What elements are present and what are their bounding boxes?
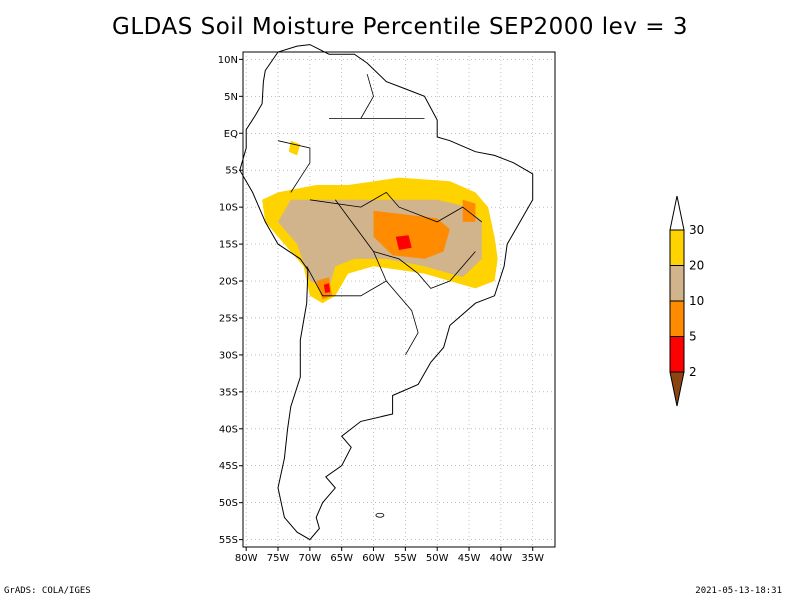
country-border xyxy=(306,266,387,297)
lat-tick-label: 15S xyxy=(219,240,238,251)
lat-tick-label: 20S xyxy=(219,277,238,288)
lon-tick-label: 35W xyxy=(521,553,544,564)
lat-tick-label: 10S xyxy=(219,203,238,214)
lat-tick-label: EQ xyxy=(224,129,238,140)
colorbar-label: 2 xyxy=(689,365,697,379)
lon-tick-label: 70W xyxy=(299,553,322,564)
colorbar-bottom-arrow xyxy=(669,371,685,407)
lat-tick-label: 25S xyxy=(219,313,238,324)
footer-credit: GrADS: COLA/IGES xyxy=(4,586,91,596)
colorbar-label: 10 xyxy=(689,294,704,308)
lon-tick-label: 45W xyxy=(458,553,481,564)
colorbar: 30 20 10 5 2 xyxy=(669,195,704,407)
lat-tick-label: 50S xyxy=(219,498,238,509)
shade-5-10 xyxy=(316,277,333,300)
country-border xyxy=(309,191,483,223)
latitude-tick-labels: 10N 5N EQ 5S 10S 15S 20S 25S 30S 35S 40S 45S 50S 55S xyxy=(218,55,243,546)
lat-tick-label: 30S xyxy=(219,350,238,361)
map-gridlines xyxy=(243,52,555,547)
lat-tick-label: 45S xyxy=(219,461,238,472)
lon-tick-label: 50W xyxy=(426,553,449,564)
lat-tick-label: 40S xyxy=(219,424,238,435)
lon-tick-label: 80W xyxy=(235,553,258,564)
shade-2-5 xyxy=(323,283,331,293)
colorbar-top-arrow xyxy=(669,195,685,231)
colorbar-label: 5 xyxy=(689,330,697,344)
map-frame xyxy=(242,51,556,548)
lon-tick-label: 75W xyxy=(267,553,290,564)
shade-5-10 xyxy=(373,210,450,259)
colorbar-label: 30 xyxy=(689,223,704,237)
colorbar-segment xyxy=(669,300,685,337)
lon-tick-label: 55W xyxy=(394,553,417,564)
lat-tick-label: 55S xyxy=(219,535,238,546)
shade-5-10 xyxy=(462,199,476,222)
footer-timestamp: 2021-05-13-18:31 xyxy=(695,586,782,596)
country-border xyxy=(334,199,419,356)
colorbar-segment xyxy=(669,336,685,373)
chart-title: GLDAS Soil Moisture Percentile SEP2000 l… xyxy=(112,14,688,40)
lat-tick-label: 10N xyxy=(218,55,238,66)
coastlines xyxy=(239,44,534,541)
lon-tick-label: 65W xyxy=(330,553,353,564)
longitude-tick-labels: 80W 75W 70W 65W 60W 55W 50W 45W 40W 35W xyxy=(235,547,544,564)
lon-tick-label: 40W xyxy=(490,553,513,564)
shade-20-30 xyxy=(288,140,301,156)
shade-2-5 xyxy=(395,235,412,250)
lon-tick-label: 60W xyxy=(362,553,385,564)
colorbar-label: 20 xyxy=(689,259,704,273)
soil-moisture-shading xyxy=(262,140,498,304)
island-outline xyxy=(375,512,385,518)
colorbar-segment xyxy=(669,229,685,266)
country-border xyxy=(277,140,311,193)
lat-tick-label: 5N xyxy=(224,92,238,103)
colorbar-segment xyxy=(669,265,685,302)
lat-tick-label: 5S xyxy=(225,166,238,177)
country-border xyxy=(360,74,374,119)
lat-tick-label: 35S xyxy=(219,387,238,398)
continent-outline xyxy=(239,44,534,541)
country-border xyxy=(373,251,476,289)
